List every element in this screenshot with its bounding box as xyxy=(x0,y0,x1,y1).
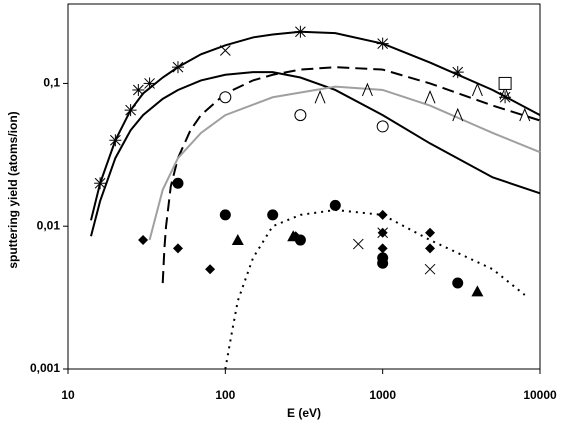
marker-shape xyxy=(452,107,464,122)
marker xyxy=(452,277,464,289)
marker-stroke xyxy=(499,91,511,103)
marker-shape xyxy=(377,257,389,269)
marker xyxy=(471,82,483,97)
marker-shape xyxy=(377,227,388,238)
marker-stroke xyxy=(172,61,184,73)
marker xyxy=(425,227,436,238)
marker-shape xyxy=(219,91,232,104)
marker-stroke xyxy=(125,104,136,116)
marker xyxy=(377,209,388,220)
marker xyxy=(314,89,326,104)
marker-shape xyxy=(471,82,483,97)
y-tick-label: 0,01 xyxy=(37,218,61,232)
marker xyxy=(519,107,531,122)
marker xyxy=(361,82,373,97)
marker xyxy=(425,243,436,254)
marker xyxy=(124,104,137,117)
marker-shape xyxy=(314,89,326,104)
plot-frame xyxy=(67,3,541,370)
marker-shape xyxy=(377,243,388,254)
series-line xyxy=(224,208,526,370)
y-tick-label: 0,001 xyxy=(30,361,60,375)
marker xyxy=(172,177,184,189)
marker-shape xyxy=(267,209,279,221)
x-axis-label: E (eV) xyxy=(287,406,321,420)
marker xyxy=(143,77,156,90)
marker xyxy=(424,89,436,104)
series-line xyxy=(90,71,541,237)
marker xyxy=(132,83,145,96)
marker xyxy=(219,209,231,221)
marker-shape xyxy=(377,209,388,220)
x-tick-label: 1000 xyxy=(369,388,396,402)
marker xyxy=(329,199,341,211)
marker-shape xyxy=(519,107,531,122)
marker xyxy=(451,66,464,79)
marker-shape xyxy=(424,89,436,104)
marker-shape xyxy=(452,277,464,289)
series-line xyxy=(90,30,541,221)
marker-shape xyxy=(329,199,341,211)
marker xyxy=(452,107,464,122)
series-line xyxy=(161,66,541,284)
marker xyxy=(424,263,436,275)
marker xyxy=(377,227,388,238)
marker xyxy=(377,257,389,269)
marker-shape xyxy=(294,109,307,122)
marker xyxy=(294,25,307,38)
y-axis-label: sputtering yield (atoms/ion) xyxy=(6,111,20,268)
marker xyxy=(352,238,364,250)
marker xyxy=(219,91,232,104)
x-tick-label: 100 xyxy=(215,388,235,402)
marker-shape xyxy=(376,120,389,133)
marker xyxy=(294,109,307,122)
marker xyxy=(171,61,184,74)
marker-stroke xyxy=(377,38,389,49)
x-tick-label: 10000 xyxy=(523,388,557,402)
marker xyxy=(287,230,300,242)
y-tick-label: 0,1 xyxy=(43,76,60,90)
marker-stroke xyxy=(352,238,364,250)
marker-stroke xyxy=(110,134,121,146)
marker-shape xyxy=(361,82,373,97)
marker-stroke xyxy=(144,78,155,89)
marker-stroke xyxy=(452,66,464,78)
marker-shape xyxy=(172,243,183,254)
marker-shape xyxy=(138,235,149,246)
marker xyxy=(138,235,149,246)
marker-shape xyxy=(425,243,436,254)
marker-shape xyxy=(172,177,184,189)
marker xyxy=(205,264,216,275)
marker-shape xyxy=(231,234,244,246)
marker-shape xyxy=(287,230,300,242)
marker-stroke xyxy=(219,45,231,56)
marker xyxy=(94,177,107,190)
marker-stroke xyxy=(424,263,436,275)
marker-shape xyxy=(498,76,512,90)
marker xyxy=(219,45,231,56)
marker-shape xyxy=(205,264,216,275)
marker-shape xyxy=(219,209,231,221)
marker xyxy=(471,285,484,297)
x-tick-label: 10 xyxy=(61,388,75,402)
marker-stroke xyxy=(94,177,106,189)
series-line xyxy=(148,85,541,241)
marker xyxy=(376,120,389,133)
marker xyxy=(376,37,389,50)
marker xyxy=(231,234,244,246)
marker xyxy=(498,76,512,90)
marker xyxy=(109,134,122,147)
marker-stroke xyxy=(132,84,144,96)
marker-shape xyxy=(425,227,436,238)
marker-shape xyxy=(471,285,484,297)
marker xyxy=(172,243,183,254)
marker xyxy=(377,243,388,254)
marker xyxy=(267,209,279,221)
marker-stroke xyxy=(295,26,306,38)
